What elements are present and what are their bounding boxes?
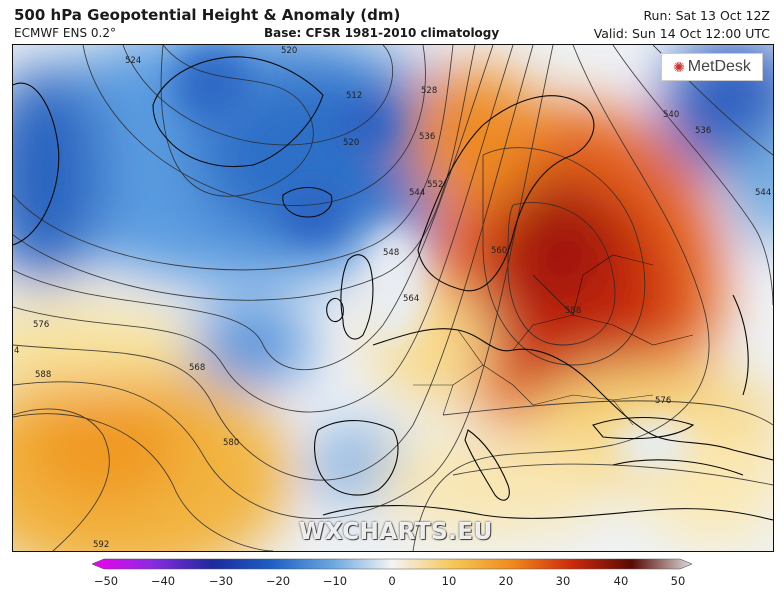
contour-label-1: 520	[281, 46, 297, 56]
height-contours	[13, 45, 773, 551]
contour-label-6: 536	[419, 132, 435, 142]
colorbar-tick-7: 10	[441, 574, 457, 588]
contour-label-4: 520	[343, 138, 359, 148]
borders	[413, 254, 694, 426]
run-time-label: Run: Sat 13 Oct 12Z	[643, 8, 770, 23]
contour-label-21: 592	[93, 540, 109, 550]
wxcharts-watermark: WXCHARTS.EU	[299, 519, 493, 545]
colorbar-tick-6: 0	[388, 574, 396, 588]
colorbar-tick-5: −10	[322, 574, 348, 588]
valid-time-label: Valid: Sun 14 Oct 12:00 UTC	[593, 26, 770, 41]
colorbar-tick-9: 30	[555, 574, 571, 588]
contour-label-20: 580	[223, 438, 239, 448]
contour-label-22: 4	[14, 346, 19, 356]
metdesk-logo-icon: ✺	[673, 58, 685, 75]
contour-label-8: 552	[427, 180, 443, 190]
colorbar-tick-10: 40	[613, 574, 629, 588]
contour-label-3: 524	[125, 56, 141, 66]
metdesk-logo-text: MetDesk	[687, 58, 751, 75]
contour-labels: 520 512 524 520 528 536 544 552 548 564 …	[14, 46, 771, 550]
colorbar: −50 −40 −30 −20 −10 0 10 20 30 40 50	[91, 558, 693, 598]
anomaly-detail	[173, 45, 693, 470]
contour-label-9: 548	[383, 248, 399, 258]
colorbar-bar	[91, 558, 693, 570]
contour-label-15: 588	[565, 306, 581, 316]
anomaly-map-svg: 520 512 524 520 528 536 544 552 548 564 …	[13, 45, 773, 551]
base-climatology-label: Base: CFSR 1981-2010 climatology	[264, 26, 500, 40]
coastlines	[13, 56, 773, 521]
metdesk-logo: ✺ MetDesk	[661, 53, 763, 81]
model-label: ECMWF ENS 0.2°	[14, 26, 116, 40]
contour-label-12: 536	[695, 126, 711, 136]
colorbar-tick-3: −30	[208, 574, 234, 588]
chart-title: 500 hPa Geopotential Height & Anomaly (d…	[14, 6, 401, 24]
contour-label-7: 544	[409, 188, 425, 198]
contour-label-10: 564	[403, 294, 419, 304]
colorbar-tick-11: 50	[670, 574, 686, 588]
colorbar-tick-2: −40	[150, 574, 176, 588]
weather-map[interactable]: 520 512 524 520 528 536 544 552 548 564 …	[12, 44, 774, 552]
contour-label-16: 576	[655, 396, 671, 406]
contour-label-14: 560	[491, 246, 507, 256]
anomaly-field	[13, 45, 773, 551]
colorbar-tick-8: 20	[498, 574, 514, 588]
contour-label-11: 540	[663, 110, 679, 120]
contour-label-18: 568	[189, 363, 205, 373]
colorbar-tick-4: −20	[265, 574, 291, 588]
contour-label-17: 576	[33, 320, 49, 330]
colorbar-svg	[91, 558, 693, 570]
contour-label-13: 544	[755, 188, 771, 198]
contour-label-19: 588	[35, 370, 51, 380]
colorbar-tick-1: −50	[93, 574, 119, 588]
contour-label-5: 528	[421, 86, 437, 96]
contour-label-2: 512	[346, 91, 362, 101]
